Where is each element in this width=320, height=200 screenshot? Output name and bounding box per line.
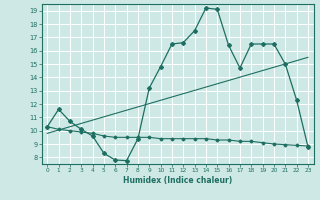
X-axis label: Humidex (Indice chaleur): Humidex (Indice chaleur) (123, 176, 232, 185)
